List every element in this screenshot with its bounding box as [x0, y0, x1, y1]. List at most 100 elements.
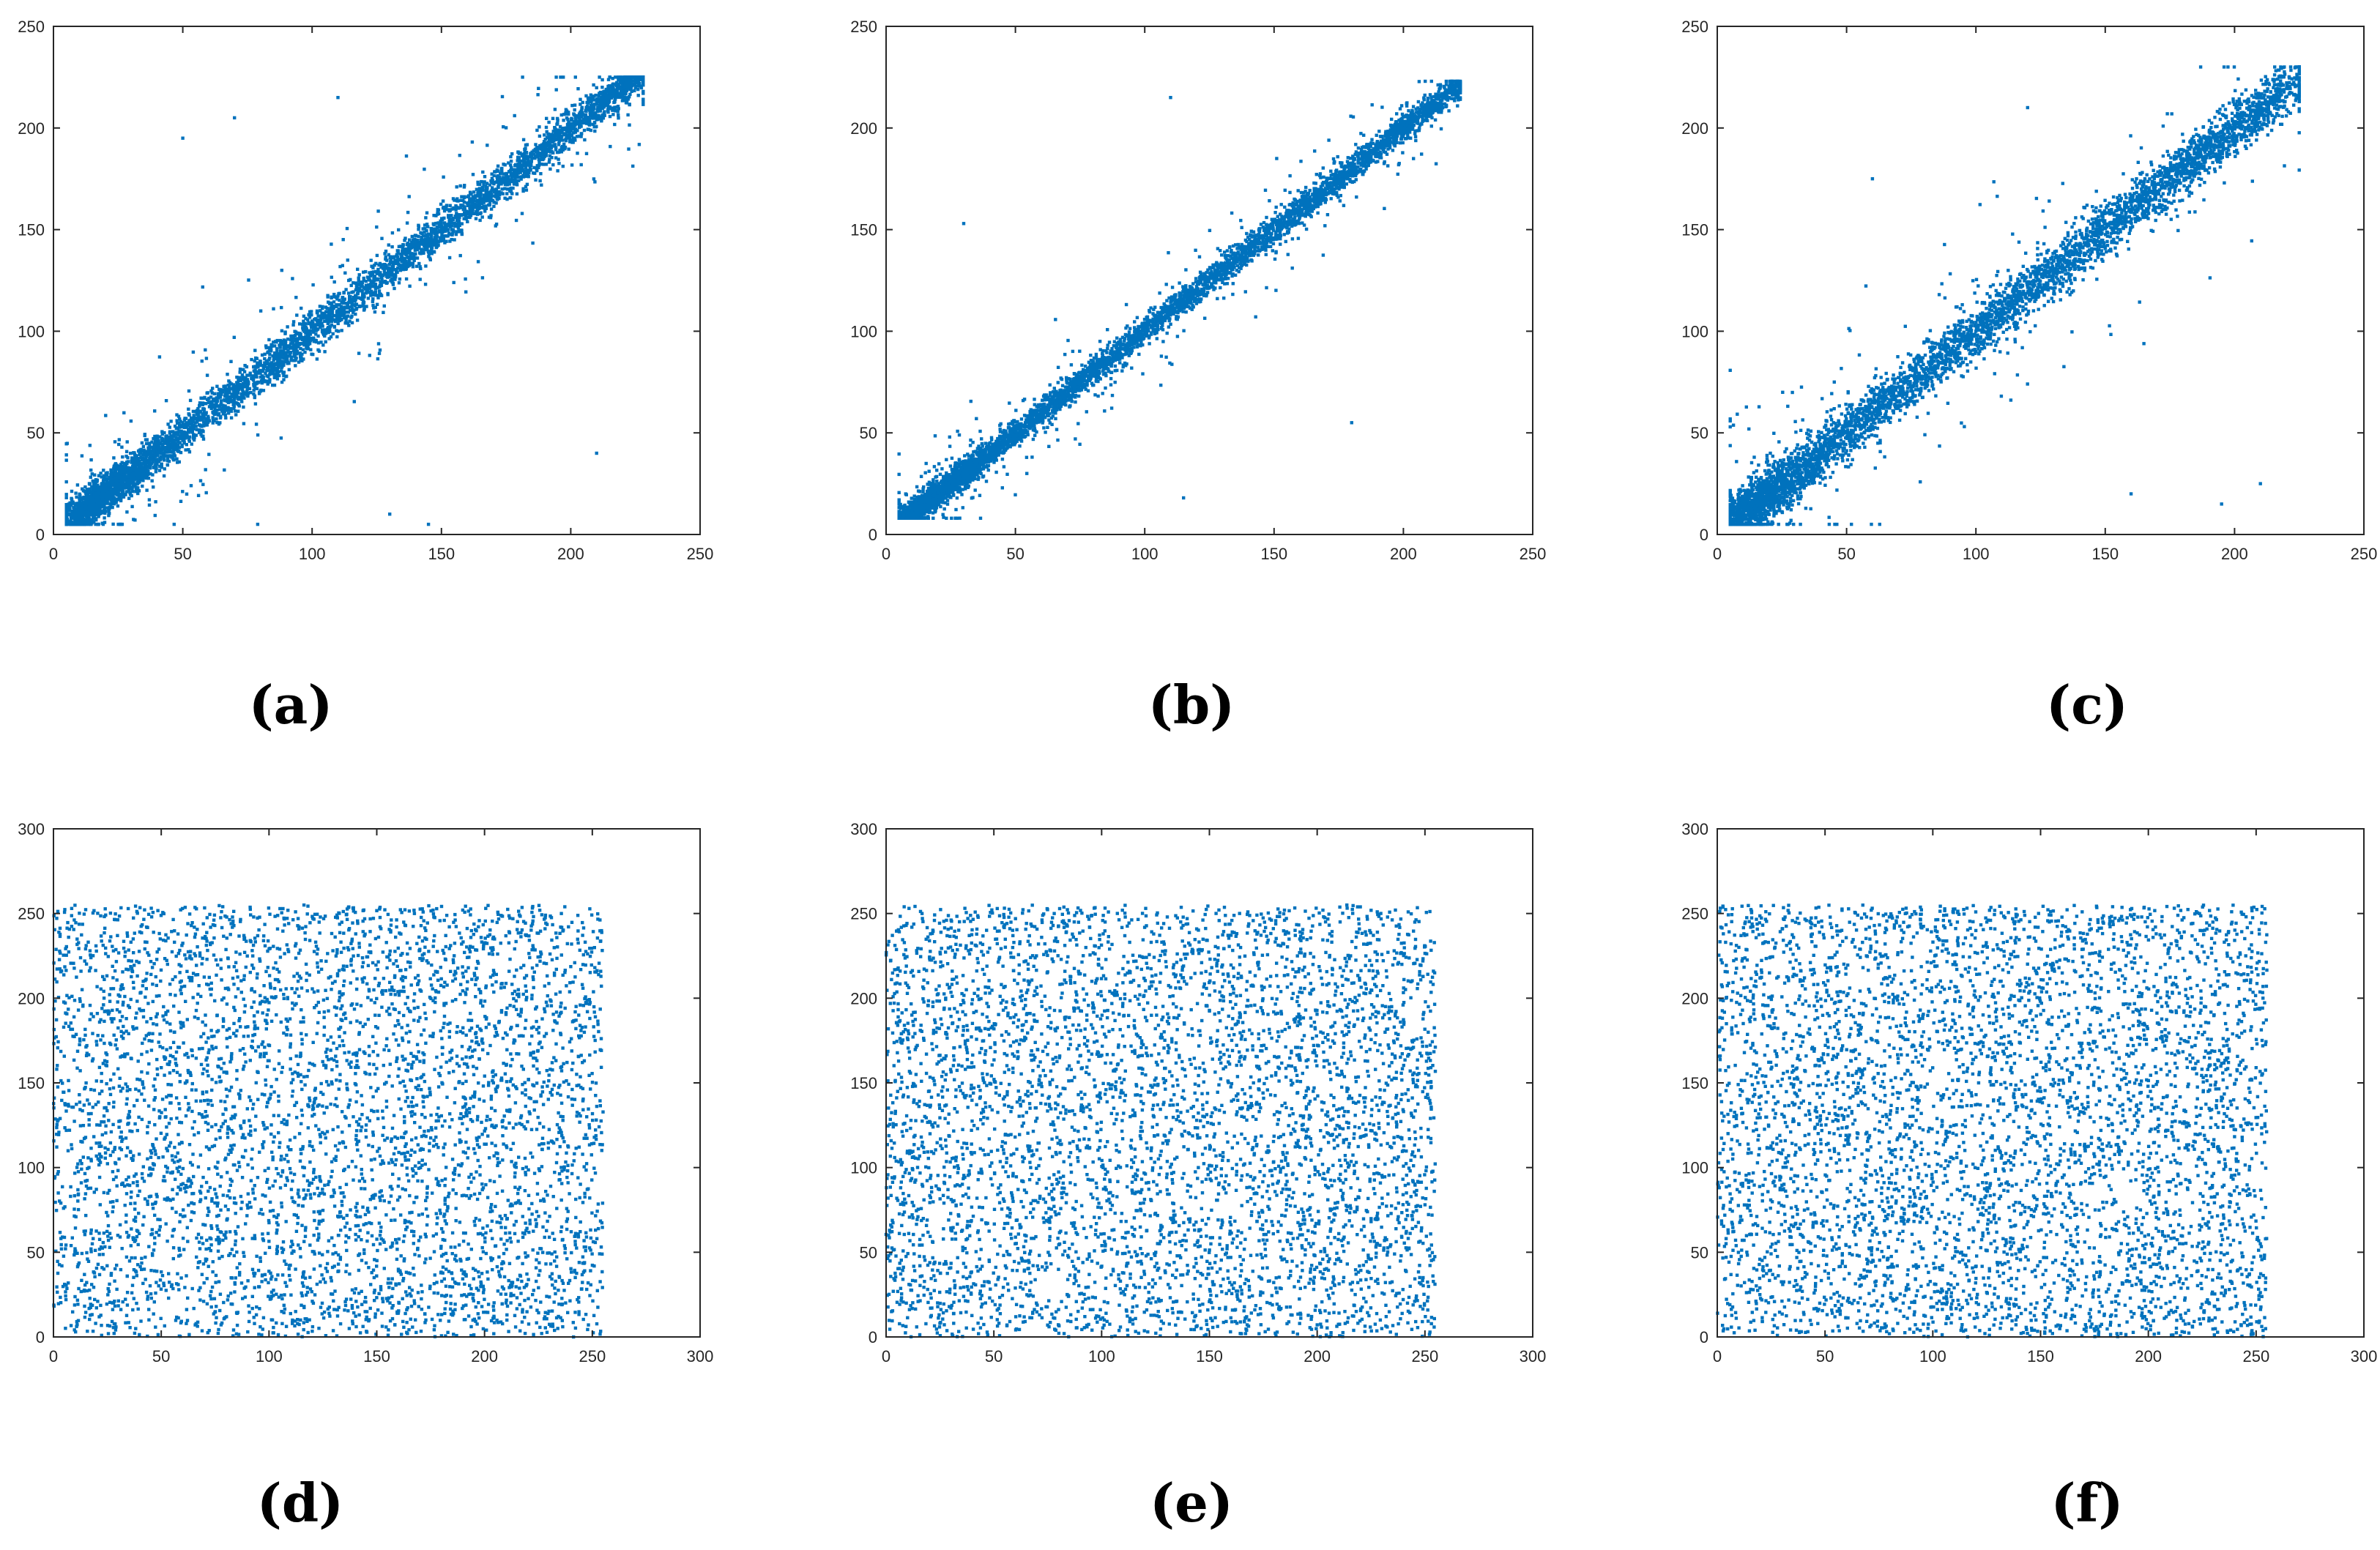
scatter-point — [628, 95, 631, 99]
scatter-point — [599, 117, 603, 121]
scatter-point — [195, 428, 198, 432]
scatter-point — [298, 322, 302, 326]
scatter-point — [521, 157, 526, 160]
scatter-point — [566, 118, 570, 122]
scatter-point — [146, 461, 149, 465]
scatter-point — [548, 167, 552, 171]
scatter-point — [556, 169, 559, 173]
scatter-point — [352, 308, 356, 312]
scatter-point — [116, 504, 120, 508]
scatter-point — [207, 452, 211, 456]
scatter-point — [579, 97, 582, 101]
scatter-point — [116, 486, 120, 490]
scatter-point — [92, 500, 95, 504]
scatter-point — [341, 238, 345, 242]
scatter-point — [304, 321, 308, 326]
scatter-point — [294, 342, 298, 346]
scatter-point — [102, 474, 106, 477]
x-tick-label: 150 — [428, 545, 455, 563]
scatter-point — [293, 349, 297, 353]
scatter-point — [86, 513, 91, 516]
scatter-point — [535, 168, 539, 173]
scatter-point — [374, 261, 378, 265]
scatter-point — [194, 425, 198, 428]
scatter-point — [564, 126, 568, 130]
scatter-point — [514, 175, 518, 179]
scatter-point — [584, 113, 588, 117]
scatter-point — [539, 144, 543, 148]
scatter-point — [118, 466, 122, 470]
scatter-point — [396, 266, 400, 270]
scatter-point — [150, 440, 154, 444]
scatter-point — [211, 416, 215, 420]
scatter-point — [503, 196, 507, 200]
scatter-point — [294, 364, 297, 368]
scatter-point — [354, 281, 357, 285]
scatter-point — [469, 214, 473, 217]
scatter-point — [556, 131, 560, 135]
scatter-point — [470, 140, 475, 144]
scatter-point — [192, 433, 196, 437]
scatter-point — [149, 453, 153, 457]
scatter-point — [408, 245, 412, 248]
scatter-point — [229, 409, 234, 413]
scatter-point — [424, 216, 428, 220]
scatter-point — [604, 102, 608, 105]
scatter-point — [270, 361, 274, 365]
scatter-point — [462, 195, 466, 200]
scatter-point — [540, 183, 543, 187]
scatter-point — [108, 502, 112, 506]
scatter-point — [169, 420, 173, 423]
scatter-point — [507, 161, 510, 165]
scatter-point — [455, 230, 458, 234]
scatter-point — [89, 493, 93, 496]
scatter-point — [633, 89, 636, 93]
scatter-point — [349, 316, 353, 319]
scatter-point — [557, 162, 561, 165]
scatter-point — [94, 522, 97, 526]
scatter-point — [576, 122, 580, 126]
scatter-point — [403, 260, 406, 264]
scatter-point — [179, 499, 183, 503]
scatter-point — [521, 75, 524, 79]
scatter-point — [439, 228, 443, 231]
scatter-point — [147, 503, 152, 507]
scatter-point — [388, 255, 393, 258]
scatter-point — [157, 355, 162, 359]
scatter-point — [295, 352, 299, 356]
scatter-point — [268, 373, 272, 376]
scatter-point — [181, 490, 185, 493]
scatter-point — [297, 345, 300, 349]
scatter-point — [220, 388, 223, 392]
scatter-point — [368, 271, 371, 275]
scatter-point — [232, 396, 237, 400]
scatter-point — [259, 309, 263, 313]
scatter-point — [513, 164, 517, 168]
scatter-point — [582, 128, 587, 133]
scatter-point — [155, 434, 159, 438]
scatter-point — [448, 239, 452, 243]
scatter-point — [360, 294, 365, 298]
scatter-point — [140, 441, 144, 445]
scatter-point — [327, 313, 332, 318]
scatter-point — [204, 468, 207, 472]
scatter-point — [353, 304, 357, 308]
scatter-point — [153, 436, 157, 440]
scatter-point — [410, 234, 414, 239]
scatter-point — [283, 330, 287, 334]
scatter-point — [144, 463, 148, 468]
scatter-point — [499, 191, 503, 195]
scatter-point — [403, 239, 406, 242]
scatter-point — [370, 283, 373, 287]
scatter-point — [357, 279, 360, 283]
scatter-point — [578, 125, 581, 130]
scatter-point — [178, 441, 182, 444]
scatter-point — [88, 502, 92, 505]
scatter-point — [375, 253, 379, 258]
scatter-point — [483, 209, 487, 213]
scatter-point — [125, 440, 129, 444]
scatter-point — [130, 459, 133, 463]
scatter-point — [559, 128, 564, 132]
scatter-point — [451, 228, 455, 231]
scatter-point — [78, 498, 82, 502]
